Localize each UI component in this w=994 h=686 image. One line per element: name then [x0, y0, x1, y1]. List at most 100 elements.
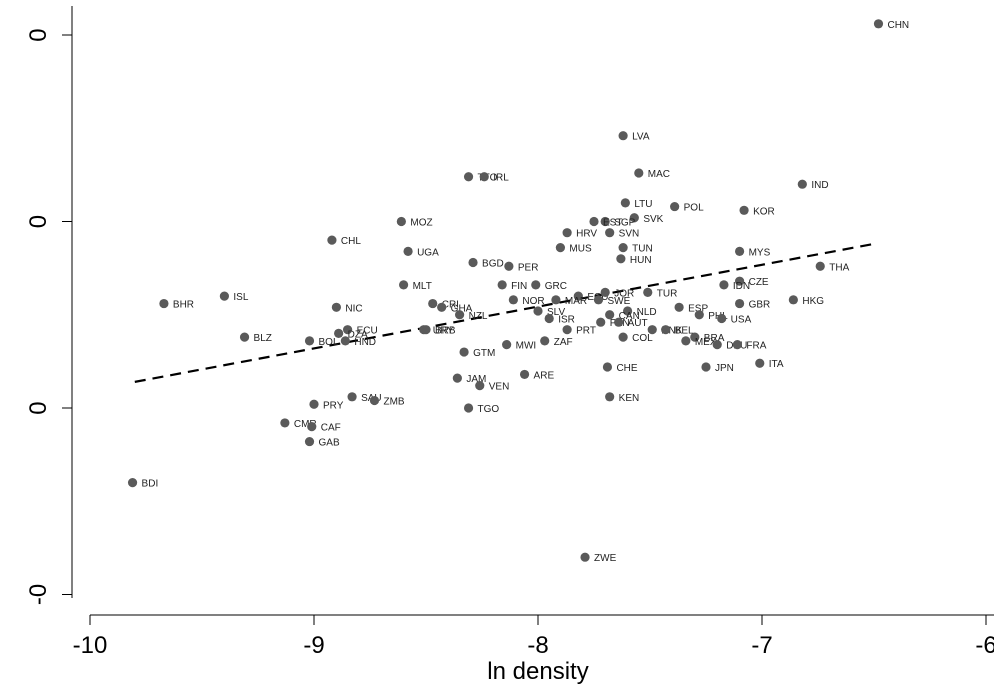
data-point — [369, 395, 380, 406]
data-point — [605, 228, 615, 238]
data-point — [593, 295, 604, 305]
x-tick-label: -9 — [303, 632, 324, 659]
data-point — [519, 369, 530, 380]
data-point-label: GRC — [545, 281, 567, 292]
data-point — [634, 168, 644, 178]
data-point-label: TUN — [632, 244, 653, 255]
data-point — [459, 347, 469, 357]
data-point-label: NOR — [522, 296, 544, 307]
data-point — [797, 179, 807, 189]
data-point-label: MWI — [516, 341, 537, 352]
data-point — [629, 213, 639, 223]
data-point — [127, 478, 138, 488]
x-tick-label: -6 — [975, 632, 994, 659]
data-point-label: MYS — [749, 247, 771, 258]
data-point-label: UGA — [417, 247, 439, 258]
data-point — [701, 362, 711, 372]
y-tick-label: 0 — [25, 401, 52, 414]
data-point — [589, 216, 599, 227]
data-point-label: CHL — [341, 236, 361, 247]
data-point — [304, 336, 315, 346]
data-point-label: IDN — [733, 281, 750, 292]
y-axis-ticks: 0 0 0 -0 — [25, 28, 72, 605]
data-point-label: ZWE — [594, 553, 617, 564]
data-point — [815, 261, 825, 271]
data-point-label: NZL — [469, 311, 488, 322]
data-point — [555, 243, 566, 253]
data-point-label: VEN — [489, 382, 510, 393]
data-point — [674, 302, 684, 312]
data-point-label: ITA — [769, 359, 784, 370]
data-point-label: COL — [632, 333, 653, 344]
data-point-label: THA — [829, 262, 849, 273]
data-point — [551, 295, 561, 305]
data-point — [544, 313, 554, 324]
data-point — [304, 436, 315, 447]
data-point — [533, 306, 543, 316]
data-point-label: CMR — [294, 419, 317, 430]
data-point-label: PRY — [323, 400, 344, 411]
data-point-label: HND — [354, 337, 376, 348]
data-point-label: TGO — [478, 404, 500, 415]
y-tick-label: 0 — [25, 28, 52, 41]
data-point-label: GBR — [749, 300, 771, 311]
data-point-label: USA — [731, 314, 752, 325]
data-point — [580, 552, 590, 562]
data-point — [600, 216, 610, 227]
data-point — [497, 280, 507, 290]
data-point — [602, 362, 613, 372]
data-point-label: KEN — [619, 393, 640, 404]
data-point — [605, 310, 615, 320]
y-tick-label: 0 — [25, 215, 52, 228]
data-point-label: SVN — [619, 229, 640, 240]
data-point-label: ECU — [357, 326, 378, 337]
data-point-label: MOZ — [410, 218, 432, 229]
data-point-label: ZAF — [554, 337, 573, 348]
data-point — [327, 235, 337, 245]
data-point — [670, 201, 680, 212]
data-point-label: EST — [603, 218, 622, 229]
data-point-label: IRL — [493, 173, 509, 184]
data-point-label: ISL — [233, 292, 248, 303]
data-point-label: JAM — [466, 374, 486, 385]
data-point-label: PRT — [576, 326, 596, 337]
data-point — [307, 422, 317, 432]
data-point-label: BDI — [142, 479, 159, 490]
data-point — [239, 332, 250, 342]
data-point — [788, 295, 798, 305]
data-point — [399, 280, 409, 290]
data-point — [531, 280, 541, 290]
data-point — [455, 310, 465, 320]
data-point — [690, 332, 700, 342]
data-point-label: AUT — [628, 318, 648, 329]
data-point-label: MLT — [413, 281, 432, 292]
data-point-label: GTM — [473, 348, 495, 359]
x-axis-title: ln density — [487, 658, 588, 685]
data-point-label: JPN — [715, 363, 734, 374]
data-point-label: LVA — [632, 132, 650, 143]
data-point-label: BLZ — [254, 333, 272, 344]
data-point — [340, 336, 350, 346]
data-point — [681, 336, 691, 346]
data-point-label: SVK — [643, 214, 663, 225]
data-point — [623, 306, 633, 316]
data-point — [468, 257, 478, 268]
data-point-label: NIC — [345, 303, 362, 314]
data-point-label: FIN — [511, 281, 527, 292]
data-point — [596, 317, 606, 327]
data-point — [452, 373, 462, 383]
data-point-label: ARE — [534, 370, 555, 381]
data-point-label: DNK — [661, 326, 682, 337]
data-point — [661, 325, 671, 335]
data-point — [504, 261, 514, 271]
data-point — [309, 399, 319, 409]
data-point-label: BEL — [675, 326, 694, 337]
data-point-label: BHR — [173, 300, 194, 311]
data-point — [463, 403, 474, 413]
data-point — [620, 198, 630, 208]
data-point-label: CAF — [321, 423, 341, 434]
data-point — [502, 339, 512, 350]
data-point-label: ISR — [558, 314, 575, 325]
data-point-label: BOL — [319, 337, 339, 348]
